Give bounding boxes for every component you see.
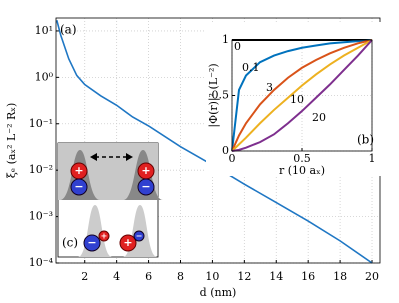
x-tick-label: 16 xyxy=(301,270,315,283)
hole xyxy=(119,234,137,252)
data-line xyxy=(56,20,373,264)
series-label: 20 xyxy=(312,111,326,124)
x-tick-label: 18 xyxy=(333,270,347,283)
x-tick-label: 20 xyxy=(365,270,379,283)
electron xyxy=(133,230,145,242)
plus: + xyxy=(74,164,83,177)
inset-c: + − + − − + + − (c) xyxy=(57,142,163,258)
inset-c-label: (c) xyxy=(62,236,78,250)
series-label: 10 xyxy=(290,93,304,106)
x-tick-label: 1 xyxy=(369,152,376,165)
series-label: 3 xyxy=(266,81,273,94)
minus: − xyxy=(87,236,96,249)
plus: + xyxy=(101,232,108,241)
x-tick-label: 0 xyxy=(229,152,236,165)
hole xyxy=(98,230,110,242)
annotation: (a) xyxy=(60,23,77,37)
minus: − xyxy=(74,180,83,193)
series-label: 0.1 xyxy=(242,61,260,74)
minus: − xyxy=(136,232,143,241)
series-label: 0 xyxy=(234,40,241,53)
x-tick-label: 0.5 xyxy=(293,152,311,165)
plus: + xyxy=(123,236,132,249)
x-tick-label: 10 xyxy=(205,270,219,283)
x-tick-label: 2 xyxy=(81,270,88,283)
plus: + xyxy=(141,164,150,177)
y-tick-label: 10⁻² xyxy=(29,163,53,176)
x-tick-label: 8 xyxy=(177,270,184,283)
data-line xyxy=(231,39,373,152)
axes-box xyxy=(231,39,373,152)
data-line xyxy=(231,39,373,152)
y-tick-label: 0.5 xyxy=(212,89,230,102)
minus: − xyxy=(141,180,150,193)
x-axis-label: d (nm) xyxy=(200,286,237,299)
electron xyxy=(83,234,101,252)
y-tick-label: 10⁰ xyxy=(35,70,54,83)
x-tick-label: 12 xyxy=(237,270,251,283)
y-tick-label: 0 xyxy=(222,144,229,157)
electron xyxy=(70,178,88,196)
y-axis-label: |Φ(r)|² (L⁻²) xyxy=(207,63,221,127)
y-tick-label: 10⁻⁴ xyxy=(29,256,54,269)
x-tick-label: 6 xyxy=(145,270,152,283)
x-axis-label: r (10 aₓ) xyxy=(279,164,325,177)
data-line xyxy=(231,39,373,152)
y-axis-label: ξₑ (aₓ² L⁻² Rₓ) xyxy=(5,103,18,179)
electron xyxy=(137,178,155,196)
data-line xyxy=(231,39,373,152)
y-tick-label: 10⁻³ xyxy=(29,210,53,223)
y-tick-label: 1 xyxy=(222,33,229,46)
x-tick-label: 14 xyxy=(269,270,283,283)
x-tick-label: 4 xyxy=(113,270,120,283)
y-tick-label: 10¹ xyxy=(35,24,53,37)
annotation: (b) xyxy=(357,133,374,147)
y-tick-label: 10⁻¹ xyxy=(29,117,53,130)
